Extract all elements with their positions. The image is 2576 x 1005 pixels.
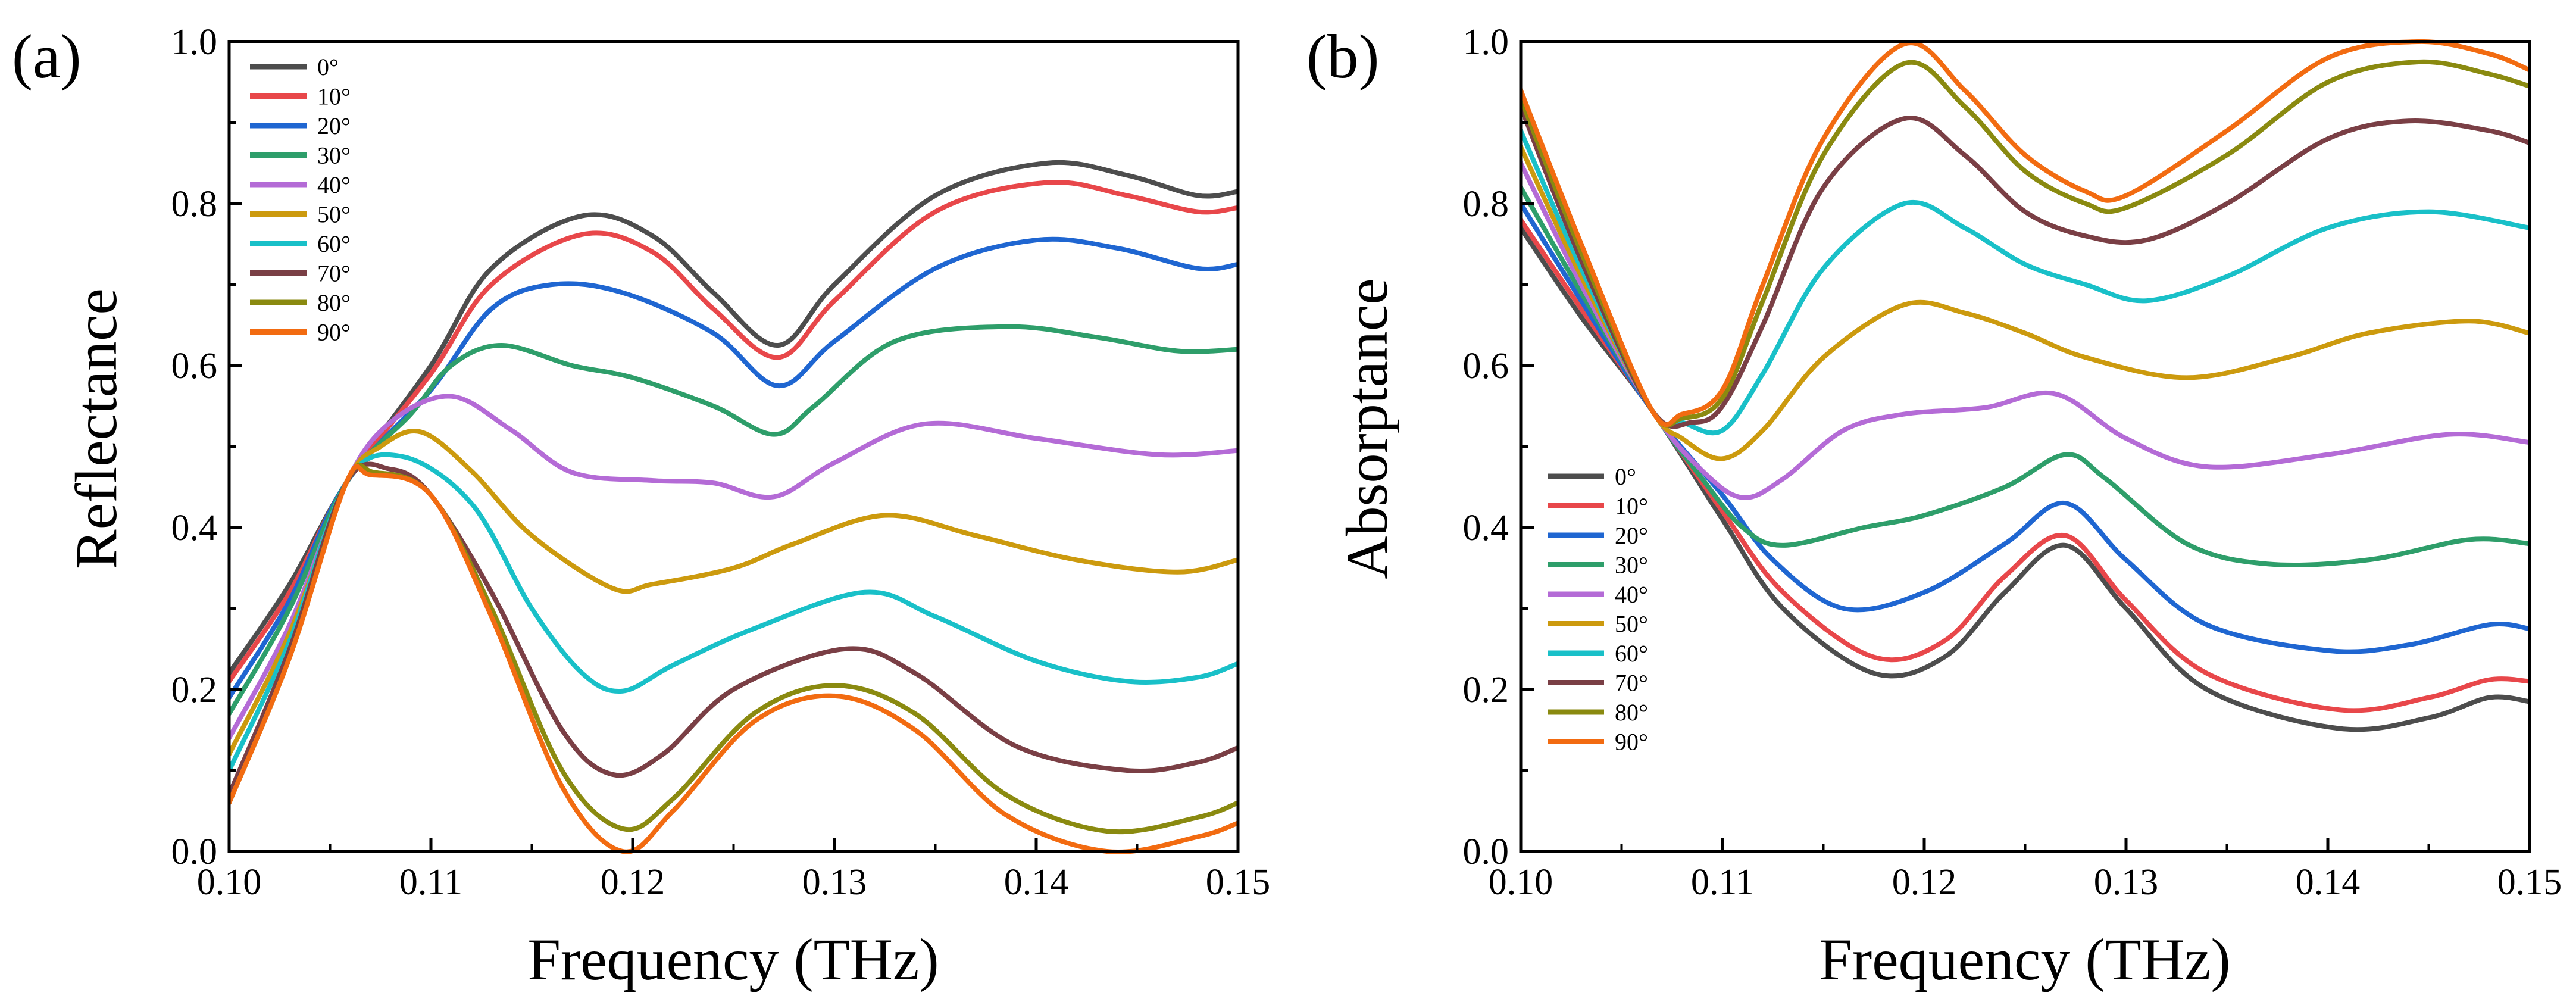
panel-a-ticks-layer: 0.10 0.11 0.12 0.13 0.14 0.15 0.0 0.2 0.4 0.6 0.8 1… xyxy=(171,22,1271,903)
panel-a-series-layer xyxy=(229,160,1238,854)
panel-a-legend-label-3: 30° xyxy=(317,142,351,169)
panel-a-series-line-7 xyxy=(229,461,1238,797)
panel-b-y-tick-label: 0.4 xyxy=(1463,508,1509,548)
panel-b-series-line-5 xyxy=(1521,144,2530,461)
panel-b-y-tick-label: 1.0 xyxy=(1463,22,1509,63)
panel-b-legend-label-5: 50° xyxy=(1615,611,1648,638)
panel-b-series-layer xyxy=(1521,39,2530,732)
panel-b-y-axis-title: Absorptance xyxy=(1334,278,1400,579)
panel-a-y-tick-label: 0.8 xyxy=(171,184,218,224)
panel-b-x-axis-title: Frequency (THz) xyxy=(1819,926,2230,992)
panel-a-legend-label-6: 60° xyxy=(317,230,351,257)
panel-a-series-line-6 xyxy=(229,452,1238,773)
panel-b-legend-label-3: 30° xyxy=(1615,552,1648,579)
panel-b-y-tick-label: 0.2 xyxy=(1463,670,1509,710)
panel-b-y-tick-label: 0.6 xyxy=(1463,346,1509,386)
panel-a: (a) Reflectance Frequency (THz) 0.10 0.11… xyxy=(12,21,1270,992)
panel-b-x-tick-label: 0.15 xyxy=(2497,862,2562,903)
panel-b-x-tick-label: 0.14 xyxy=(2296,862,2361,903)
panel-b-plot-frame xyxy=(1519,40,2531,853)
panel-a-legend-label-0: 0° xyxy=(317,54,339,80)
panel-b-series-line-6 xyxy=(1521,128,2530,436)
panel-b-legend-label-6: 60° xyxy=(1615,640,1648,667)
panel-a-legend-label-5: 50° xyxy=(317,201,351,228)
panel-a-x-tick-label: 0.11 xyxy=(399,862,462,903)
panel-a-legend-label-4: 40° xyxy=(317,171,351,198)
panel-a-y-tick-label: 1.0 xyxy=(171,22,218,63)
panel-b-series-line-3 xyxy=(1521,185,2530,568)
panel-a-legend-label-2: 20° xyxy=(317,113,351,139)
panel-a-x-tick-label: 0.13 xyxy=(802,862,867,903)
panel-a-y-tick-label: 0.6 xyxy=(171,346,218,386)
panel-a-legend: 0° 10° 20° 30°40° 50°60° 70°80° 90° xyxy=(250,54,351,346)
panel-a-legend-label-8: 80° xyxy=(317,289,351,316)
panel-b-legend-label-9: 90° xyxy=(1615,729,1648,756)
panel-b-x-tick-label: 0.10 xyxy=(1489,862,1553,903)
panel-a-x-tick-label: 0.14 xyxy=(1004,862,1069,903)
panel-b-series-line-8 xyxy=(1521,59,2530,428)
panel-b-series-line-1 xyxy=(1521,217,2530,713)
panel-b-x-tick-label: 0.12 xyxy=(1892,862,1957,903)
panel-b-x-tick-label: 0.11 xyxy=(1691,862,1754,903)
panel-a-series-line-9 xyxy=(229,464,1238,854)
panel-b-legend: 0° 10°20° 30°40° 50°60° 70°80° 90° xyxy=(1548,463,1648,756)
panel-a-legend-label-7: 70° xyxy=(317,260,351,287)
panel-b-x-tick-label: 0.13 xyxy=(2094,862,2159,903)
panel-a-legend-label-1: 10° xyxy=(317,83,351,110)
panel-b-label: (b) xyxy=(1306,21,1379,91)
panel-b-series-line-0 xyxy=(1521,225,2530,732)
panel-b-series-line-9 xyxy=(1521,39,2530,427)
panel-a-series-line-5 xyxy=(229,429,1238,757)
panel-b-legend-label-7: 70° xyxy=(1615,670,1648,697)
panel-a-y-tick-label: 0.2 xyxy=(171,670,218,710)
panel-a-x-tick-label: 0.12 xyxy=(601,862,665,903)
panel-b-y-tick-label: 0.8 xyxy=(1463,184,1509,224)
panel-b-legend-label-2: 20° xyxy=(1615,522,1648,549)
panel-a-y-tick-label: 0.0 xyxy=(171,832,218,872)
panel-a-series-line-3 xyxy=(229,324,1238,716)
panel-a-y-axis-title: Reflectance xyxy=(63,288,129,569)
panel-b-y-tick-label: 0.0 xyxy=(1463,832,1509,872)
panel-a-y-tick-label: 0.4 xyxy=(171,508,218,548)
panel-a-x-tick-label: 0.10 xyxy=(197,862,262,903)
panel-b-legend-label-8: 80° xyxy=(1615,699,1648,726)
panel-a-legend-label-9: 90° xyxy=(317,319,351,346)
panel-a-plot-frame xyxy=(227,40,1240,853)
panel-b-legend-label-0: 0° xyxy=(1615,463,1636,490)
panel-b: (b) Absorptance Frequency (THz) 0.10 0.11… xyxy=(1306,21,2562,992)
panel-a-series-line-8 xyxy=(229,463,1238,835)
panel-a-x-axis-title: Frequency (THz) xyxy=(527,926,939,992)
panel-a-label: (a) xyxy=(12,21,82,91)
panel-b-ticks-layer: 0.10 0.11 0.12 0.13 0.14 0.15 0.0 0.2 0.4 0.6 0.8 1… xyxy=(1463,22,2562,903)
panel-b-legend-label-4: 40° xyxy=(1615,581,1648,608)
panel-a-x-tick-label: 0.15 xyxy=(1206,862,1271,903)
panel-b-legend-label-1: 10° xyxy=(1615,493,1648,520)
